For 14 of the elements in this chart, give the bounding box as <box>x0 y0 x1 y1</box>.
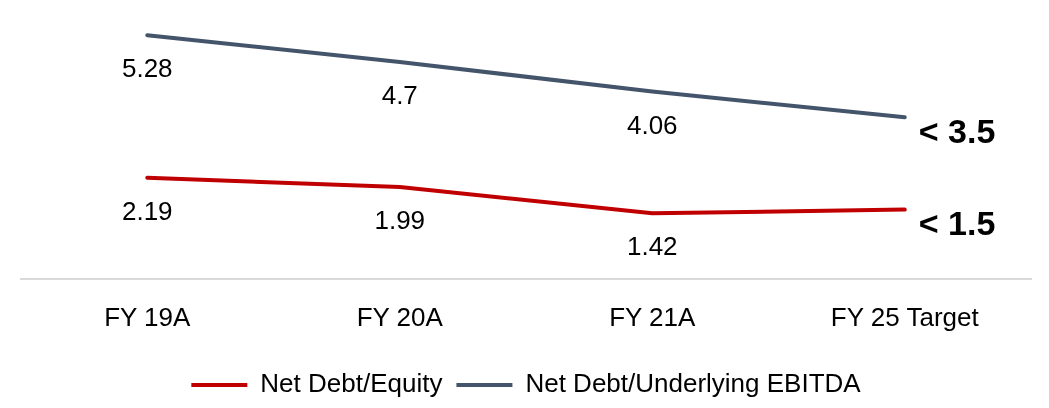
data-label: < 3.5 <box>918 111 996 150</box>
x-tick-label: FY 21A <box>609 301 697 332</box>
x-tick-label: FY 19A <box>104 301 192 332</box>
data-label: 2.19 <box>121 195 173 226</box>
data-label: 4.06 <box>626 109 678 140</box>
data-label: 1.99 <box>374 205 426 236</box>
x-tick-label: FY 20A <box>356 301 444 332</box>
legend-label: Net Debt/Underlying EBITDA <box>525 368 862 399</box>
x-tick-label: FY 25 Target <box>830 301 980 332</box>
legend-label: Net Debt/Equity <box>260 368 443 399</box>
data-label: 4.7 <box>381 80 418 111</box>
data-label: 1.42 <box>626 231 678 262</box>
data-label: < 1.5 <box>918 203 996 242</box>
data-label: 5.28 <box>121 53 173 84</box>
